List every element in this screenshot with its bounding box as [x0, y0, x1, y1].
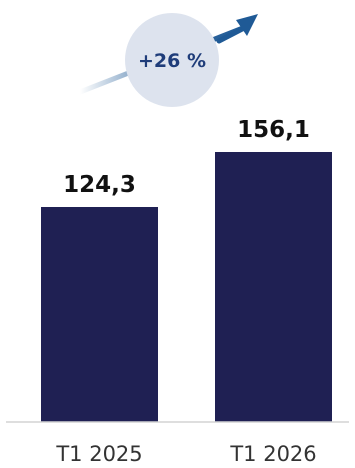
- x-tick-label-2: T1 2026: [229, 442, 316, 466]
- bar-1: [41, 207, 158, 422]
- bar-value-label-1: 124,3: [63, 172, 136, 198]
- growth-annotation: +26 %: [77, 13, 258, 107]
- growth-arrow-head-icon: [236, 14, 258, 36]
- bar-series: [41, 152, 332, 422]
- growth-badge: [125, 13, 219, 107]
- bar-value-labels: 124,3 156,1: [63, 117, 310, 198]
- x-tick-label-1: T1 2025: [55, 442, 142, 466]
- bar-2: [215, 152, 332, 422]
- bar-value-label-2: 156,1: [237, 117, 310, 143]
- growth-label: +26 %: [138, 50, 206, 72]
- x-axis-tick-labels: T1 2025 T1 2026: [55, 442, 316, 466]
